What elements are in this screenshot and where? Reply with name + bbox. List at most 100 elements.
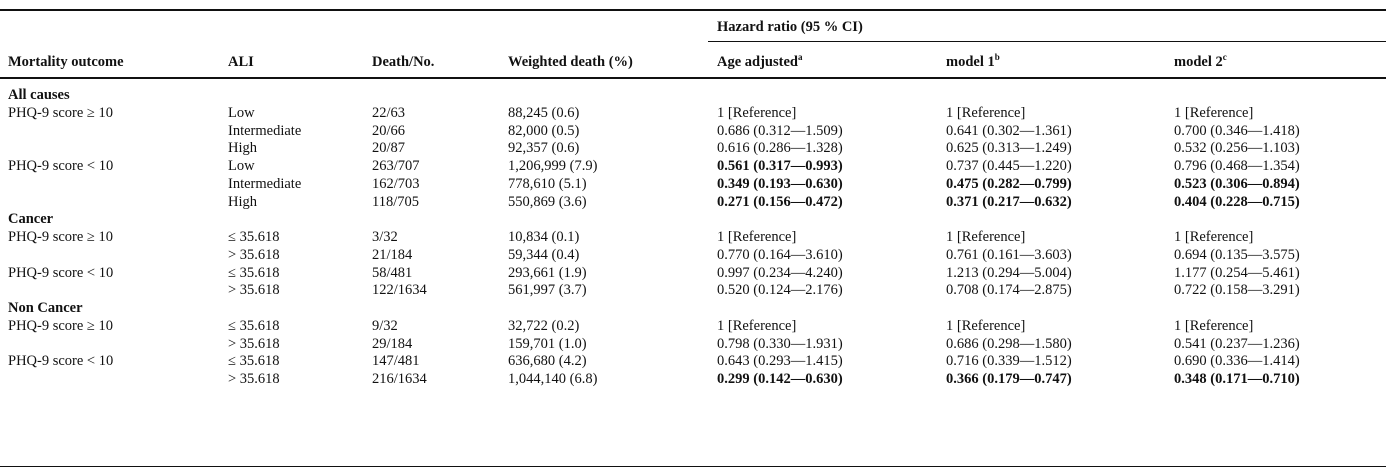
cell: 0.625 (0.313—1.249) bbox=[946, 140, 1072, 157]
cell: 0.404 (0.228—0.715) bbox=[1174, 193, 1300, 210]
section-label: All causes bbox=[8, 87, 70, 103]
cell: 0.796 (0.468—1.354) bbox=[1174, 158, 1300, 174]
cell: > 35.618 bbox=[228, 282, 280, 299]
cell: Low bbox=[228, 158, 255, 174]
cell: PHQ-9 score < 10 bbox=[8, 158, 114, 174]
cell: 0.708 (0.174—2.875) bbox=[946, 282, 1072, 299]
cell: 29/184 bbox=[372, 335, 413, 352]
cell: ≤ 35.618 bbox=[228, 353, 280, 370]
cell: 92,357 (0.6) bbox=[508, 140, 580, 157]
cell: PHQ-9 score < 10 bbox=[8, 353, 114, 370]
cell: ≤ 35.618 bbox=[228, 229, 280, 245]
cell: 778,610 (5.1) bbox=[508, 175, 587, 192]
column-header: Weighted death (%) bbox=[508, 53, 633, 71]
footnote-mark: a bbox=[797, 52, 803, 63]
cell: 0.561 (0.317—0.993) bbox=[717, 158, 843, 174]
cell: 0.349 (0.193—0.630) bbox=[717, 175, 843, 192]
cell: 1 [Reference] bbox=[1174, 317, 1254, 334]
cell: 1 [Reference] bbox=[1174, 229, 1254, 245]
column-header: Death/No. bbox=[372, 53, 434, 71]
header-text: Death/No. bbox=[372, 54, 435, 70]
cell: ≤ 35.618 bbox=[228, 317, 280, 334]
cell: 561,997 (3.7) bbox=[508, 282, 587, 299]
cell: Intermediate bbox=[228, 122, 302, 139]
cell: 0.616 (0.286—1.328) bbox=[717, 140, 843, 157]
cell: ≤ 35.618 bbox=[228, 264, 280, 281]
cell: 1 [Reference] bbox=[946, 229, 1026, 245]
cell: 20/87 bbox=[372, 140, 406, 157]
cell: 1,206,999 (7.9) bbox=[508, 158, 598, 174]
cell: 58/481 bbox=[372, 264, 413, 281]
cell: 636,680 (4.2) bbox=[508, 353, 587, 370]
header-rule bbox=[0, 77, 1386, 79]
cell: 550,869 (3.6) bbox=[508, 193, 587, 210]
cell: 0.366 (0.179—0.747) bbox=[946, 371, 1072, 387]
cell: 0.532 (0.256—1.103) bbox=[1174, 140, 1300, 157]
cell: 0.737 (0.445—1.220) bbox=[946, 158, 1072, 174]
cell: 10,834 (0.1) bbox=[508, 229, 580, 245]
cell: 118/705 bbox=[372, 193, 419, 210]
cell: 88,245 (0.6) bbox=[508, 104, 580, 121]
cell: > 35.618 bbox=[228, 371, 280, 387]
cell: 1 [Reference] bbox=[946, 104, 1026, 121]
cell: 1 [Reference] bbox=[717, 317, 797, 334]
bottom-rule bbox=[0, 466, 1386, 467]
header-text: model 2 bbox=[1174, 54, 1223, 70]
column-header: Age adjusteda bbox=[717, 53, 802, 71]
section-label: Non Cancer bbox=[8, 300, 83, 316]
cell: 32,722 (0.2) bbox=[508, 317, 580, 334]
cell: 0.700 (0.346—1.418) bbox=[1174, 122, 1300, 139]
top-rule bbox=[0, 9, 1386, 11]
footnote-mark: b bbox=[994, 52, 1000, 63]
cell: 22/63 bbox=[372, 104, 406, 121]
cell: 0.770 (0.164—3.610) bbox=[717, 246, 843, 263]
cell: 147/481 bbox=[372, 353, 420, 370]
cell: 0.641 (0.302—1.361) bbox=[946, 122, 1072, 139]
cell: 0.722 (0.158—3.291) bbox=[1174, 282, 1300, 299]
cell: 263/707 bbox=[372, 158, 420, 174]
cell: 0.643 (0.293—1.415) bbox=[717, 353, 843, 370]
cell: 0.348 (0.171—0.710) bbox=[1174, 371, 1300, 387]
column-header: Mortality outcome bbox=[8, 53, 124, 71]
cell: 0.371 (0.217—0.632) bbox=[946, 193, 1072, 210]
cell: PHQ-9 score ≥ 10 bbox=[8, 317, 114, 334]
section-label: Cancer bbox=[8, 211, 54, 228]
cell: 82,000 (0.5) bbox=[508, 122, 580, 139]
cell: High bbox=[228, 140, 257, 157]
cell: High bbox=[228, 193, 257, 210]
cell: 59,344 (0.4) bbox=[508, 246, 580, 263]
cell: PHQ-9 score ≥ 10 bbox=[8, 229, 114, 245]
header-text: Weighted death (%) bbox=[508, 54, 633, 70]
cell: > 35.618 bbox=[228, 246, 280, 263]
cell: 162/703 bbox=[372, 175, 420, 192]
cell: 1,044,140 (6.8) bbox=[508, 371, 598, 387]
cell: 0.798 (0.330—1.931) bbox=[717, 335, 843, 352]
group-rule bbox=[708, 41, 1386, 42]
header-text: model 1 bbox=[946, 54, 995, 70]
cell: PHQ-9 score ≥ 10 bbox=[8, 104, 114, 121]
column-header: ALI bbox=[228, 53, 254, 71]
footnote-mark: c bbox=[1222, 52, 1227, 63]
cell: 1 [Reference] bbox=[717, 229, 797, 245]
cell: 0.690 (0.336—1.414) bbox=[1174, 353, 1300, 370]
cell: 159,701 (1.0) bbox=[508, 335, 587, 352]
cell: 1 [Reference] bbox=[717, 104, 797, 121]
cell: 0.686 (0.312—1.509) bbox=[717, 122, 843, 139]
cell: 0.523 (0.306—0.894) bbox=[1174, 175, 1300, 192]
cell: > 35.618 bbox=[228, 335, 280, 352]
cell: 20/66 bbox=[372, 122, 406, 139]
cell: 122/1634 bbox=[372, 282, 427, 299]
cell: PHQ-9 score < 10 bbox=[8, 264, 114, 281]
cell: 0.761 (0.161—3.603) bbox=[946, 246, 1072, 263]
cell: 0.997 (0.234—4.240) bbox=[717, 264, 843, 281]
header-text: Mortality outcome bbox=[8, 54, 124, 70]
cell: 0.475 (0.282—0.799) bbox=[946, 175, 1072, 192]
cell: 0.716 (0.339—1.512) bbox=[946, 353, 1072, 370]
cell: 0.694 (0.135—3.575) bbox=[1174, 246, 1300, 263]
cell: 1.177 (0.254—5.461) bbox=[1174, 264, 1300, 281]
cell: 21/184 bbox=[372, 246, 413, 263]
cell: 0.271 (0.156—0.472) bbox=[717, 193, 843, 210]
cell: Low bbox=[228, 104, 255, 121]
cell: 9/32 bbox=[372, 317, 398, 334]
